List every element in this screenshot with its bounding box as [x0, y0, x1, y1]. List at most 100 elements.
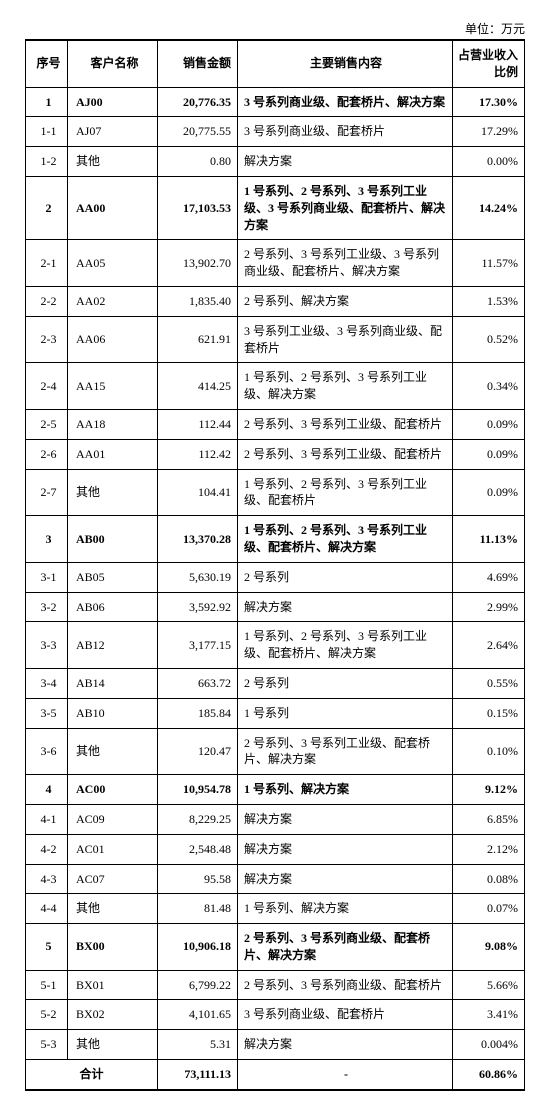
cell-name: AC09	[68, 804, 158, 834]
cell-pct: 0.09%	[453, 439, 525, 469]
cell-seq: 2-2	[26, 286, 68, 316]
cell-amount: 10,954.78	[158, 775, 238, 805]
table-row: 3AB0013,370.281 号系列、2 号系列、3 号系列工业级、配套桥片、…	[26, 516, 525, 563]
cell-amount: 5.31	[158, 1030, 238, 1060]
header-amount: 销售金额	[158, 40, 238, 87]
table-row: 1-2其他0.80解决方案0.00%	[26, 147, 525, 177]
table-row: 3-2AB063,592.92解决方案2.99%	[26, 592, 525, 622]
cell-pct: 0.34%	[453, 363, 525, 410]
table-row: 4-3AC0795.58解决方案0.08%	[26, 864, 525, 894]
cell-name: AA01	[68, 439, 158, 469]
cell-pct: 0.004%	[453, 1030, 525, 1060]
cell-amount: 3,177.15	[158, 622, 238, 669]
cell-amount: 112.42	[158, 439, 238, 469]
table-row: 3-3AB123,177.151 号系列、2 号系列、3 号系列工业级、配套桥片…	[26, 622, 525, 669]
cell-content: 1 号系列、2 号系列、3 号系列工业级、配套桥片、解决方案	[238, 516, 453, 563]
cell-content: 3 号系列工业级、3 号系列商业级、配套桥片	[238, 316, 453, 363]
cell-content: 2 号系列、3 号系列商业级、配套桥片	[238, 970, 453, 1000]
total-row: 合计73,111.13-60.86%	[26, 1060, 525, 1090]
cell-amount: 81.48	[158, 894, 238, 924]
cell-name: AA00	[68, 176, 158, 239]
cell-content: 1 号系列、解决方案	[238, 894, 453, 924]
cell-seq: 3-4	[26, 668, 68, 698]
cell-name: 其他	[68, 728, 158, 775]
cell-amount: 6,799.22	[158, 970, 238, 1000]
cell-content: 2 号系列、3 号系列工业级、3 号系列商业级、配套桥片、解决方案	[238, 240, 453, 287]
cell-name: BX00	[68, 924, 158, 971]
cell-pct: 17.29%	[453, 117, 525, 147]
header-content: 主要销售内容	[238, 40, 453, 87]
cell-content: 解决方案	[238, 592, 453, 622]
cell-pct: 3.41%	[453, 1000, 525, 1030]
cell-amount: 120.47	[158, 728, 238, 775]
table-row: 4-1AC098,229.25解决方案6.85%	[26, 804, 525, 834]
cell-pct: 4.69%	[453, 562, 525, 592]
cell-pct: 0.07%	[453, 894, 525, 924]
table-row: 2AA0017,103.531 号系列、2 号系列、3 号系列工业级、3 号系列…	[26, 176, 525, 239]
cell-amount: 5,630.19	[158, 562, 238, 592]
cell-content: 2 号系列	[238, 562, 453, 592]
cell-amount: 8,229.25	[158, 804, 238, 834]
cell-content: 解决方案	[238, 1030, 453, 1060]
table-row: 2-3AA06621.913 号系列工业级、3 号系列商业级、配套桥片0.52%	[26, 316, 525, 363]
cell-amount: 95.58	[158, 864, 238, 894]
cell-amount: 2,548.48	[158, 834, 238, 864]
table-row: 5BX0010,906.182 号系列、3 号系列商业级、配套桥片、解决方案9.…	[26, 924, 525, 971]
cell-seq: 4-1	[26, 804, 68, 834]
cell-amount: 3,592.92	[158, 592, 238, 622]
table-row: 2-4AA15414.251 号系列、2 号系列、3 号系列工业级、解决方案0.…	[26, 363, 525, 410]
cell-name: AC00	[68, 775, 158, 805]
cell-seq: 2-3	[26, 316, 68, 363]
cell-amount: 112.44	[158, 409, 238, 439]
cell-seq: 5-2	[26, 1000, 68, 1030]
cell-name: AB12	[68, 622, 158, 669]
cell-name: AJ00	[68, 87, 158, 117]
cell-content: 1 号系列、2 号系列、3 号系列工业级、3 号系列商业级、配套桥片、解决方案	[238, 176, 453, 239]
table-row: 3-4AB14663.722 号系列0.55%	[26, 668, 525, 698]
total-label: 合计	[26, 1060, 158, 1090]
cell-name: 其他	[68, 1030, 158, 1060]
cell-content: 2 号系列、3 号系列工业级、配套桥片	[238, 439, 453, 469]
cell-content: 2 号系列、解决方案	[238, 286, 453, 316]
cell-content: 1 号系列、2 号系列、3 号系列工业级、配套桥片、解决方案	[238, 622, 453, 669]
cell-pct: 9.12%	[453, 775, 525, 805]
cell-pct: 6.85%	[453, 804, 525, 834]
cell-content: 1 号系列	[238, 698, 453, 728]
cell-name: AB10	[68, 698, 158, 728]
cell-pct: 2.64%	[453, 622, 525, 669]
table-row: 3-5AB10185.841 号系列0.15%	[26, 698, 525, 728]
cell-pct: 2.99%	[453, 592, 525, 622]
cell-name: AC07	[68, 864, 158, 894]
cell-amount: 414.25	[158, 363, 238, 410]
cell-content: 2 号系列、3 号系列工业级、配套桥片、解决方案	[238, 728, 453, 775]
cell-pct: 2.12%	[453, 834, 525, 864]
cell-name: BX02	[68, 1000, 158, 1030]
cell-pct: 0.00%	[453, 147, 525, 177]
cell-name: AB00	[68, 516, 158, 563]
total-content: -	[238, 1060, 453, 1090]
total-amount: 73,111.13	[158, 1060, 238, 1090]
cell-name: AA05	[68, 240, 158, 287]
cell-amount: 0.80	[158, 147, 238, 177]
cell-name: AB06	[68, 592, 158, 622]
cell-seq: 5-1	[26, 970, 68, 1000]
cell-content: 3 号系列商业级、配套桥片、解决方案	[238, 87, 453, 117]
cell-content: 2 号系列、3 号系列商业级、配套桥片、解决方案	[238, 924, 453, 971]
table-row: 5-1BX016,799.222 号系列、3 号系列商业级、配套桥片5.66%	[26, 970, 525, 1000]
cell-pct: 0.10%	[453, 728, 525, 775]
cell-seq: 1	[26, 87, 68, 117]
cell-content: 解决方案	[238, 147, 453, 177]
cell-name: 其他	[68, 469, 158, 516]
cell-amount: 4,101.65	[158, 1000, 238, 1030]
cell-name: AA06	[68, 316, 158, 363]
cell-content: 2 号系列、3 号系列工业级、配套桥片	[238, 409, 453, 439]
cell-pct: 0.09%	[453, 469, 525, 516]
cell-name: AC01	[68, 834, 158, 864]
cell-pct: 1.53%	[453, 286, 525, 316]
total-pct: 60.86%	[453, 1060, 525, 1090]
cell-name: BX01	[68, 970, 158, 1000]
cell-name: AA15	[68, 363, 158, 410]
cell-content: 1 号系列、2 号系列、3 号系列工业级、解决方案	[238, 363, 453, 410]
cell-amount: 20,776.35	[158, 87, 238, 117]
cell-amount: 663.72	[158, 668, 238, 698]
